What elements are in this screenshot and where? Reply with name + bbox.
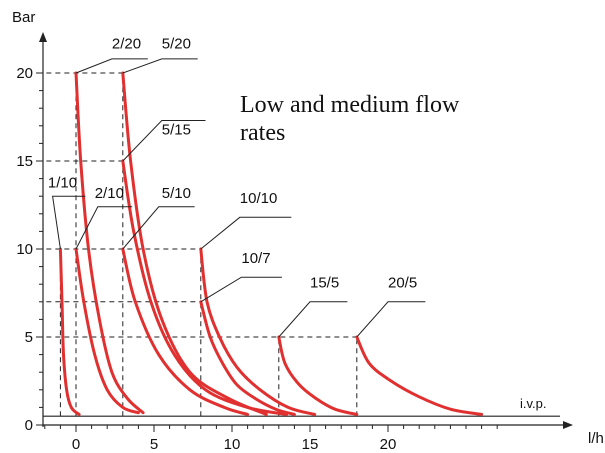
curve-10-10 [199, 247, 317, 416]
leader-10-7 [200, 276, 282, 303]
label-20-5: 20/5 [388, 275, 417, 292]
leader-20-5 [356, 301, 426, 338]
leader-5-20 [122, 58, 198, 74]
label-5-20: 5/20 [162, 35, 191, 52]
curves [58, 71, 484, 416]
leader-2-20 [75, 58, 148, 74]
chart-annotation-line-2: rates [240, 120, 285, 146]
label-2-20: 2/20 [112, 35, 141, 52]
guide-lines [46, 72, 358, 417]
label-15-5: 15/5 [310, 275, 339, 292]
leader-5-15 [122, 120, 206, 162]
y-tick-label: 0 [25, 417, 33, 434]
label-10-7: 10/7 [241, 250, 270, 267]
label-10-10: 10/10 [240, 190, 278, 207]
y-tick-label: 20 [16, 65, 33, 82]
chart-annotation-line-1: Low and medium flow [240, 92, 460, 118]
x-tick-label: 10 [224, 436, 241, 453]
curve-20-5 [355, 335, 484, 416]
curve-5-20 [121, 71, 268, 416]
x-axis-arrow [563, 421, 573, 429]
y-axis-arrow [39, 32, 47, 42]
y-axis-title: Bar [12, 9, 35, 26]
y-tick-label: 15 [16, 153, 33, 170]
curve-2-10 [74, 247, 140, 415]
x-tick-label: 0 [72, 436, 80, 453]
leader-10-10 [200, 216, 292, 250]
series-labels: 2/20 5/20 5/15 1/10 2/10 5/10 10/10 10/7 15/5 20/… [48, 35, 426, 338]
curve-5-10 [121, 247, 250, 416]
x-tick-label: 5 [150, 436, 158, 453]
axes [39, 32, 573, 429]
label-5-10: 5/10 [162, 185, 191, 202]
label-5-15: 5/15 [162, 122, 191, 139]
leader-2-10 [75, 206, 133, 250]
label-1-10: 1/10 [48, 174, 77, 191]
leader-5-10 [122, 206, 195, 250]
curve-1-10 [58, 247, 81, 416]
curve-10-7 [199, 300, 296, 416]
x-tick-label: 20 [380, 436, 397, 453]
leader-15-5 [278, 301, 348, 338]
curve-2-20 [74, 71, 145, 415]
reference-line-label: i.v.p. [520, 396, 547, 411]
ticks: 0 5 10 15 20 0 5 10 15 20 [16, 65, 498, 453]
curve-15-5 [277, 335, 359, 416]
y-tick-label: 10 [16, 241, 33, 258]
leader-1-10 [52, 195, 86, 250]
label-2-10: 2/10 [95, 185, 124, 202]
x-tick-label: 15 [302, 436, 319, 453]
y-tick-label: 5 [25, 329, 33, 346]
x-axis-title: l/h [588, 430, 604, 447]
